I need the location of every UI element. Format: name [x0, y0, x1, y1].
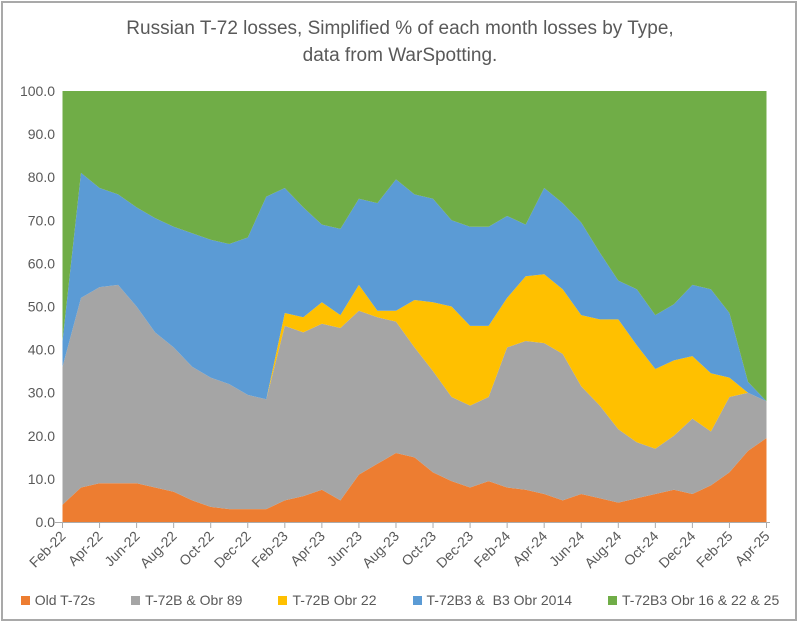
- x-tick-label: Oct-22: [176, 528, 217, 569]
- legend-swatch-icon: [278, 595, 288, 605]
- y-tick-label: 80.0: [28, 169, 55, 185]
- y-tick-label: 50.0: [28, 299, 55, 315]
- legend-item-t72b-obr89: T-72B & Obr 89: [131, 592, 242, 608]
- legend-swatch-icon: [131, 595, 141, 605]
- x-tick-label: Oct-24: [620, 528, 661, 569]
- x-tick-label: Apr-24: [509, 528, 550, 569]
- y-tick-label: 100.0: [20, 83, 55, 99]
- area-series-t-72b-obr-89: [62, 284, 767, 510]
- x-tick-label: Feb-24: [471, 528, 514, 571]
- y-tick-label: 70.0: [28, 212, 55, 228]
- x-tick-label: Dec-23: [433, 528, 476, 571]
- legend-item-old-t72s: Old T-72s: [20, 592, 96, 608]
- x-tick-label: Jun-24: [546, 528, 588, 570]
- legend-label: T-72B3 Obr 16 & 22 & 25: [622, 592, 780, 608]
- area-series-t-72b3-obr-16-22-25: [62, 91, 767, 402]
- legend-swatch-icon: [20, 595, 30, 605]
- y-tick-label: 90.0: [28, 126, 55, 142]
- chart-title-line-2: data from WarSpotting.: [302, 45, 498, 66]
- x-tick-label: Aug-23: [359, 528, 402, 571]
- area-series-old-t-72s: [62, 438, 767, 522]
- x-tick-label: Dec-22: [211, 528, 254, 571]
- y-tick-label: 10.0: [28, 471, 55, 487]
- x-tick-label: Apr-23: [287, 528, 328, 569]
- x-tick-label: Feb-22: [26, 528, 69, 571]
- legend-label: T-72B & Obr 89: [145, 592, 243, 608]
- x-tick-label: Feb-23: [248, 528, 291, 571]
- y-tick-label: 0.0: [36, 514, 56, 530]
- y-tick-label: 40.0: [28, 342, 55, 358]
- x-tick-label: Aug-24: [581, 528, 624, 571]
- x-tick-label: Apr-25: [732, 528, 773, 569]
- x-tick-label: Jun-23: [323, 528, 365, 570]
- legend-swatch-icon: [412, 595, 422, 605]
- x-tick-label: Dec-24: [655, 528, 698, 571]
- chart-title: Russian T-72 losses, Simplified % of eac…: [0, 15, 800, 69]
- area-series-t-72b-obr-22: [62, 274, 767, 449]
- x-tick-label: Apr-22: [65, 528, 106, 569]
- chart-legend: Old T-72s T-72B & Obr 89 T-72B Obr 22 T-…: [0, 592, 800, 608]
- x-tick-label: Aug-22: [137, 528, 180, 571]
- x-tick-label: Feb-25: [693, 528, 736, 571]
- x-tick-label: Jun-22: [101, 528, 143, 570]
- y-tick-label: 60.0: [28, 255, 55, 271]
- legend-swatch-icon: [608, 595, 618, 605]
- x-tick-label: Oct-23: [398, 528, 439, 569]
- legend-item-t72b3-obr2014: T-72B3 & B3 Obr 2014: [412, 592, 573, 608]
- legend-item-t72b-obr22: T-72B Obr 22: [278, 592, 377, 608]
- legend-label: Old T-72s: [34, 592, 96, 608]
- y-tick-label: 20.0: [28, 428, 55, 444]
- legend-label: T-72B3 & B3 Obr 2014: [426, 592, 573, 608]
- area-series-t-72b3-b3-obr-2014: [62, 172, 767, 402]
- legend-item-t72b3-obr16-22-25: T-72B3 Obr 16 & 22 & 25: [608, 592, 779, 608]
- chart-title-line-1: Russian T-72 losses, Simplified % of eac…: [126, 18, 674, 39]
- y-tick-label: 30.0: [28, 385, 55, 401]
- legend-label: T-72B Obr 22: [292, 592, 377, 608]
